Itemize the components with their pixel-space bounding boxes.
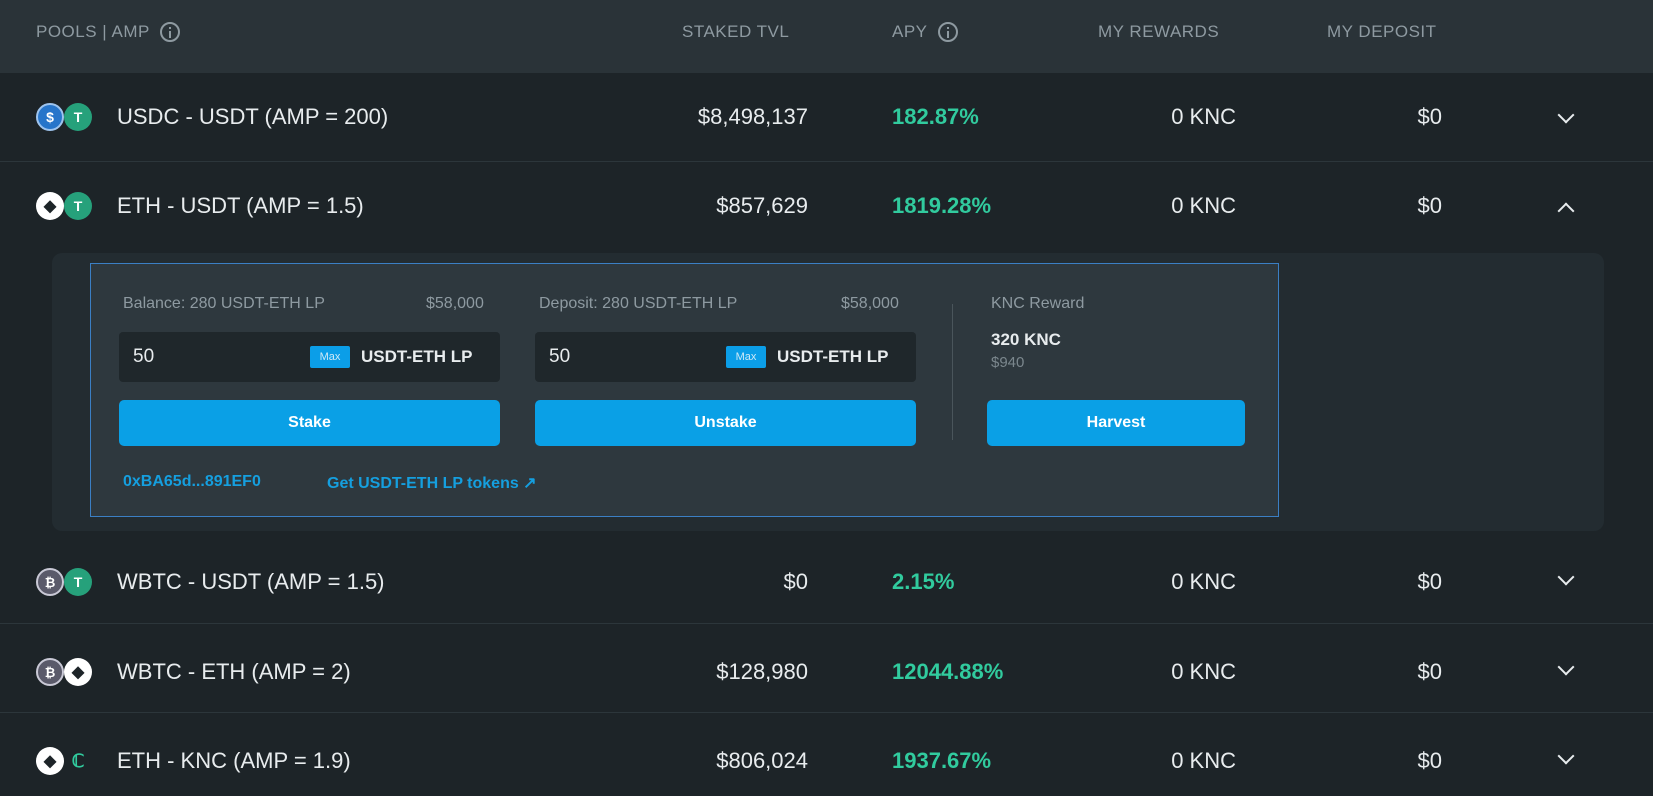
header-tvl[interactable]: STAKED TVL xyxy=(682,22,790,41)
unstake-input-value[interactable]: 50 xyxy=(549,346,571,367)
knc-reward-label: KNC Reward xyxy=(991,295,1085,312)
stake-button[interactable]: Stake xyxy=(119,400,500,446)
deposit-label: Deposit: 280 USDT-ETH LP xyxy=(539,295,738,312)
pool-rewards: 0 KNC xyxy=(1171,748,1236,773)
harvest-button[interactable]: Harvest xyxy=(987,400,1245,446)
pool-rewards: 0 KNC xyxy=(1171,193,1236,218)
table-header: POOLS | AMP STAKED TVL APY MY REWARDS MY… xyxy=(0,0,1653,73)
pool-row-eth-usdt[interactable]: ◆ T ETH - USDT (AMP = 1.5) $857,629 1819… xyxy=(0,162,1653,251)
pool-apy: 2.15% xyxy=(892,569,955,594)
chevron-down-icon[interactable] xyxy=(1557,658,1575,676)
usdt-icon: T xyxy=(64,103,92,131)
pool-tvl: $0 xyxy=(783,569,808,594)
pool-apy: 12044.88% xyxy=(892,659,1004,684)
chevron-down-icon[interactable] xyxy=(1557,568,1575,586)
chevron-down-icon[interactable] xyxy=(1557,106,1575,124)
stake-input-value[interactable]: 50 xyxy=(133,346,155,367)
pool-rewards: 0 KNC xyxy=(1171,104,1236,129)
stake-panel: Balance: 280 USDT-ETH LP $58,000 Deposit… xyxy=(90,263,1279,517)
pool-apy: 1819.28% xyxy=(892,193,992,218)
pool-coins: ◆ T xyxy=(36,192,96,222)
pool-name: ETH - KNC (AMP = 1.9) xyxy=(117,748,351,773)
pool-tvl: $8,498,137 xyxy=(697,104,808,129)
max-button[interactable]: Max xyxy=(310,346,350,368)
pool-row-wbtc-usdt[interactable]: ₿ T WBTC - USDT (AMP = 1.5) $0 2.15% 0 K… xyxy=(0,535,1653,624)
unstake-button[interactable]: Unstake xyxy=(535,400,916,446)
pool-row-usdc-usdt[interactable]: $ T USDC - USDT (AMP = 200) $8,498,137 1… xyxy=(0,73,1653,162)
wbtc-icon: ₿ xyxy=(36,658,64,686)
pool-coins: $ T xyxy=(36,103,96,133)
header-rewards[interactable]: MY REWARDS xyxy=(1098,22,1220,41)
header-apy-label[interactable]: APY xyxy=(892,22,928,41)
reward-amount: 320 KNC xyxy=(991,330,1061,349)
knc-icon: ℂ xyxy=(71,750,85,771)
lp-unit-label: USDT-ETH LP xyxy=(361,347,473,366)
header-pools: POOLS | AMP xyxy=(36,22,180,42)
eth-icon: ◆ xyxy=(36,192,64,220)
pool-tvl: $806,024 xyxy=(716,748,808,773)
pool-row-eth-knc[interactable]: ◆ ℂ ETH - KNC (AMP = 1.9) $806,024 1937.… xyxy=(0,713,1653,796)
pool-deposit: $0 xyxy=(1417,193,1442,218)
lp-unit-label: USDT-ETH LP xyxy=(777,347,889,366)
pool-name: USDC - USDT (AMP = 200) xyxy=(117,104,389,129)
balance-value: $58,000 xyxy=(426,295,484,312)
balance-label: Balance: 280 USDT-ETH LP xyxy=(123,295,325,312)
pool-rewards: 0 KNC xyxy=(1171,659,1236,684)
eth-icon: ◆ xyxy=(64,658,92,686)
pool-coins: ₿ ◆ xyxy=(36,658,96,688)
pool-apy: 1937.67% xyxy=(892,748,992,773)
pool-name: WBTC - USDT (AMP = 1.5) xyxy=(117,569,385,594)
pool-name: WBTC - ETH (AMP = 2) xyxy=(117,659,351,684)
info-icon[interactable] xyxy=(937,22,958,42)
pool-deposit: $0 xyxy=(1417,569,1442,594)
info-icon[interactable] xyxy=(159,22,180,42)
eth-icon: ◆ xyxy=(36,747,64,775)
header-apy: APY xyxy=(892,22,958,42)
usdc-icon: $ xyxy=(36,103,64,131)
usdt-icon: T xyxy=(64,192,92,220)
pool-apy: 182.87% xyxy=(892,104,979,129)
pool-coins: ₿ T xyxy=(36,568,96,598)
unstake-input[interactable]: 50 Max USDT-ETH LP xyxy=(535,332,916,382)
pool-tvl: $857,629 xyxy=(716,193,808,218)
pool-coins: ◆ ℂ xyxy=(36,747,96,777)
get-lp-tokens-link[interactable]: Get USDT-ETH LP tokens ↗ xyxy=(327,475,537,492)
pool-tvl: $128,980 xyxy=(716,659,808,684)
header-deposit[interactable]: MY DEPOSIT xyxy=(1327,22,1437,41)
pool-rewards: 0 KNC xyxy=(1171,569,1236,594)
pool-row-wbtc-eth[interactable]: ₿ ◆ WBTC - ETH (AMP = 2) $128,980 12044.… xyxy=(0,624,1653,713)
pool-deposit: $0 xyxy=(1417,104,1442,129)
pool-deposit: $0 xyxy=(1417,748,1442,773)
stake-input[interactable]: 50 Max USDT-ETH LP xyxy=(119,332,500,382)
max-button[interactable]: Max xyxy=(726,346,766,368)
deposit-value: $58,000 xyxy=(841,295,899,312)
wbtc-icon: ₿ xyxy=(36,568,64,596)
chevron-up-icon[interactable] xyxy=(1557,202,1575,220)
usdt-icon: T xyxy=(64,568,92,596)
contract-address-link[interactable]: 0xBA65d...891EF0 xyxy=(123,473,261,490)
pool-name: ETH - USDT (AMP = 1.5) xyxy=(117,193,364,218)
divider xyxy=(952,304,953,440)
chevron-down-icon[interactable] xyxy=(1557,747,1575,765)
pool-deposit: $0 xyxy=(1417,659,1442,684)
header-pools-label: POOLS | AMP xyxy=(36,22,150,41)
reward-usd: $940 xyxy=(991,354,1025,371)
